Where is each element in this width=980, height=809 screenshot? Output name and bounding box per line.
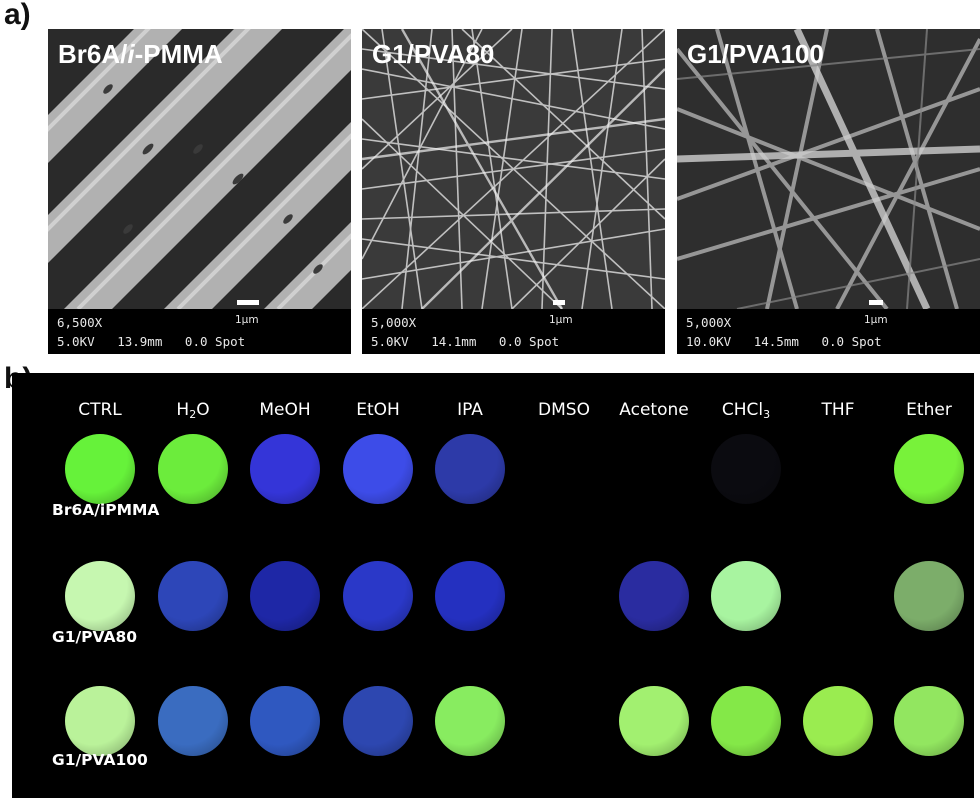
sample-disc xyxy=(65,561,135,631)
column-header-text: Acetone xyxy=(619,400,689,420)
sem-title: G1/PVA80 xyxy=(372,39,495,69)
sample-disc xyxy=(65,434,135,504)
column-header-text: EtOH xyxy=(356,400,400,420)
sample-disc xyxy=(894,686,964,756)
sem-micrograph xyxy=(362,29,665,309)
column-header-ctrl: CTRL xyxy=(78,400,122,420)
sample-disc xyxy=(158,434,228,504)
column-header-dmso: DMSO xyxy=(538,400,590,420)
sample-disc xyxy=(158,561,228,631)
sample-disc xyxy=(435,434,505,504)
sem-micrograph xyxy=(48,29,351,309)
scale-label: 1μm xyxy=(235,314,259,326)
column-header-etoh: EtOH xyxy=(356,400,400,420)
sem-info-bar: 6,500X 1μm 5.0KV 13.9mm 0.0 Spot xyxy=(48,300,351,354)
sample-disc xyxy=(343,686,413,756)
sem-settings: 5.0KV 14.1mm 0.0 Spot xyxy=(371,334,560,349)
sem-info-bar: 5,000X 1μm 5.0KV 14.1mm 0.0 Spot xyxy=(362,300,665,354)
column-header-subscript: 3 xyxy=(763,408,771,421)
sem-settings: 5.0KV 13.9mm 0.0 Spot xyxy=(57,334,246,349)
row-label: Br6A/iPMMA xyxy=(52,501,160,519)
sample-disc xyxy=(250,686,320,756)
sem-micrograph xyxy=(677,29,980,309)
column-header-acetone: Acetone xyxy=(619,400,688,420)
sem-image-br6a-ipmma: Br6A/i-PMMA 6,500X 1μm 5.0KV 13.9mm 0.0 … xyxy=(48,29,351,354)
sample-disc xyxy=(894,561,964,631)
sample-disc xyxy=(435,686,505,756)
sem-title: G1/PVA100 xyxy=(687,39,824,69)
sample-disc xyxy=(65,686,135,756)
scale-bar xyxy=(869,300,883,305)
scale-label: 1μm xyxy=(549,314,573,326)
sem-info-bar: 5,000X 1μm 10.0KV 14.5mm 0.0 Spot xyxy=(677,300,980,354)
sample-disc xyxy=(158,686,228,756)
row-label: G1/PVA80 xyxy=(52,628,138,646)
column-header-meoh: MeOH xyxy=(259,400,310,420)
column-header-subscript: 2 xyxy=(189,408,197,421)
sample-disc xyxy=(250,561,320,631)
column-header-text: H xyxy=(176,400,190,420)
sample-disc xyxy=(435,561,505,631)
column-header-thf: THF xyxy=(822,400,855,420)
scale-bar xyxy=(553,300,565,305)
sem-image-g1-pva100: G1/PVA100 5,000X 1μm 10.0KV 14.5mm 0.0 S… xyxy=(677,29,980,354)
sem-title: Br6A/i-PMMA xyxy=(58,39,223,69)
column-header-text: Ether xyxy=(906,400,952,420)
sample-disc xyxy=(619,561,689,631)
sem-image-g1-pva80: G1/PVA80 5,000X 1μm 5.0KV 14.1mm 0.0 Spo… xyxy=(362,29,665,354)
sample-disc xyxy=(343,434,413,504)
sem-settings: 10.0KV 14.5mm 0.0 Spot xyxy=(686,334,882,349)
sample-disc xyxy=(711,434,781,504)
magnification: 5,000X xyxy=(686,315,732,330)
solvent-test-photo: CTRL H2O MeOH EtOH IPA DMSO Acetone CHCl3 THF Eth… xyxy=(12,373,974,798)
sample-disc xyxy=(343,561,413,631)
column-header-text: MeOH xyxy=(259,400,311,420)
column-header-chcl: CHCl3 xyxy=(722,400,770,421)
sample-disc xyxy=(894,434,964,504)
column-header-text: CTRL xyxy=(78,400,122,420)
sample-disc xyxy=(619,686,689,756)
column-header-text: CHCl xyxy=(721,400,764,420)
magnification: 6,500X xyxy=(57,315,103,330)
sample-disc xyxy=(711,561,781,631)
panel-a-label: a) xyxy=(4,0,31,31)
column-header-ipa: IPA xyxy=(457,400,483,420)
column-header-ether: Ether xyxy=(906,400,952,420)
column-header-text: DMSO xyxy=(538,400,590,420)
sample-disc xyxy=(711,686,781,756)
column-header-text: THF xyxy=(821,400,855,420)
scale-label: 1μm xyxy=(864,314,888,326)
sample-disc xyxy=(803,686,873,756)
sample-disc xyxy=(250,434,320,504)
column-header-tail: O xyxy=(196,400,210,420)
column-header-h: H2O xyxy=(176,400,209,421)
magnification: 5,000X xyxy=(371,315,417,330)
column-header-text: IPA xyxy=(457,400,483,420)
row-label: G1/PVA100 xyxy=(52,751,148,769)
scale-bar xyxy=(237,300,259,305)
